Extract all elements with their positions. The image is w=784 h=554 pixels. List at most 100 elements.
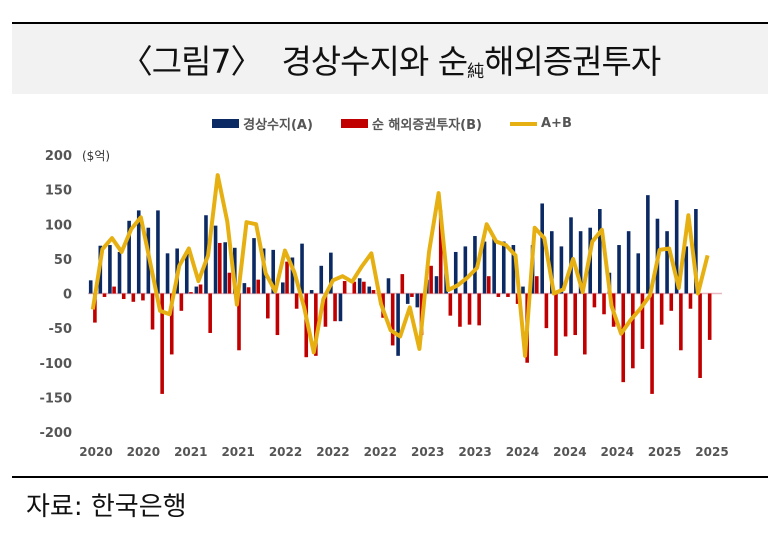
bar-current-account [405,293,410,304]
bar-net-portfolio [515,293,520,304]
bar-net-portfolio [121,293,126,300]
bar-net-portfolio [707,293,712,340]
bar-current-account [156,210,160,294]
bar-current-account [165,253,170,294]
bar-net-portfolio [256,279,261,294]
y-tick-label: 50 [54,253,72,268]
bar-current-account [665,231,669,294]
bar-net-portfolio [131,293,136,302]
bar-net-portfolio [333,293,337,322]
bar-current-account [415,293,420,308]
bar-net-portfolio [573,293,578,336]
bar-current-account [136,210,141,294]
bar-current-account [329,252,333,294]
bar-current-account [674,200,679,294]
legend: 경상수지(A) 순 해외증권투자(B) A+B [0,114,784,133]
x-tick-label: 2021 [221,445,254,459]
bar-net-portfolio [217,242,222,294]
y-tick-label: 150 [45,184,72,199]
bar-net-portfolio [506,293,510,297]
source-note: 자료: 한국은행 [26,492,187,522]
x-tick-label: 2024 [601,445,634,459]
bar-net-portfolio [371,290,376,294]
bar-net-portfolio [621,293,626,383]
bar-current-account [117,251,122,294]
x-tick-label: 2024 [506,445,539,459]
bar-net-portfolio [285,261,289,294]
bar-current-account [540,203,544,294]
bar-current-account [127,220,131,294]
x-tick-label: 2020 [79,445,112,459]
bar-net-portfolio [179,293,184,311]
bar-net-portfolio [237,293,241,351]
bar-net-portfolio [429,265,433,294]
bar-net-portfolio [390,293,395,346]
figure-number: 〈그림7〉 [119,42,264,81]
bar-net-portfolio [688,293,693,309]
x-tick-label: 2021 [174,445,207,459]
title-suffix: 해외증권투자 [484,42,661,81]
x-tick-label: 2020 [127,445,160,459]
bar-net-portfolio [294,293,299,309]
bar-current-account [646,195,650,294]
x-tick-label: 2025 [648,445,681,459]
bar-net-portfolio [352,281,357,294]
y-tick-label: -200 [39,426,72,441]
top-rule [12,22,768,24]
bar-net-portfolio [592,293,597,308]
bar-current-account [319,265,324,294]
bar-current-account [357,278,362,294]
bar-current-account [338,293,343,322]
bar-current-account [636,253,641,294]
y-tick-label: 0 [63,288,72,303]
title-main: 경상수지와 순 [281,42,468,81]
bar-net-portfolio [102,293,107,297]
unit-label: ($억) [82,149,110,163]
chart-title: 〈그림7〉 경상수지와 순純해외증권투자 [119,35,662,83]
bar-current-account [482,241,487,294]
bar-current-account [453,251,458,294]
bar-current-account [108,245,112,294]
legend-label: A+B [540,116,572,131]
bottom-rule [12,476,768,478]
bar-net-portfolio [160,293,164,394]
title-banner: 〈그림7〉 경상수지와 순純해외증권투자 [12,24,768,94]
bar-net-portfolio [698,293,702,378]
bar-net-portfolio [198,284,203,294]
bar-net-portfolio [150,293,155,330]
bar-net-portfolio [650,293,654,394]
x-tick-label: 2025 [695,445,728,459]
bar-net-portfolio [323,293,328,327]
bar-net-portfolio [496,293,501,297]
y-tick-label: -150 [39,391,72,406]
bar-net-portfolio [189,292,193,294]
bar-net-portfolio [169,293,174,355]
bar-net-portfolio [467,293,472,325]
bar-current-account [309,290,314,294]
legend-item-sum: A+B [509,114,572,133]
bar-net-portfolio [486,276,491,294]
bar-net-portfolio [438,210,443,294]
bar-current-account [213,225,218,294]
bar-current-account [694,209,698,294]
bar-net-portfolio [602,293,606,315]
bar-net-portfolio [208,293,212,333]
bar-current-account [88,280,93,294]
bar-current-account [367,286,372,294]
y-tick-label: 200 [45,149,72,164]
x-tick-label: 2022 [269,445,302,459]
y-tick-label: -50 [49,322,73,337]
bar-net-portfolio [342,281,347,294]
legend-swatch-sum [509,121,537,126]
bar-net-portfolio [246,287,251,294]
bar-net-portfolio [679,293,683,351]
y-tick-label: 100 [45,218,72,233]
legend-swatch-current-account [212,119,240,128]
bar-current-account [501,241,506,294]
bar-net-portfolio [544,293,549,329]
x-tick-label: 2022 [316,445,349,459]
bar-net-portfolio [400,274,405,294]
bar-net-portfolio [477,293,481,326]
bar-current-account [184,253,189,294]
bar-net-portfolio [266,293,270,319]
